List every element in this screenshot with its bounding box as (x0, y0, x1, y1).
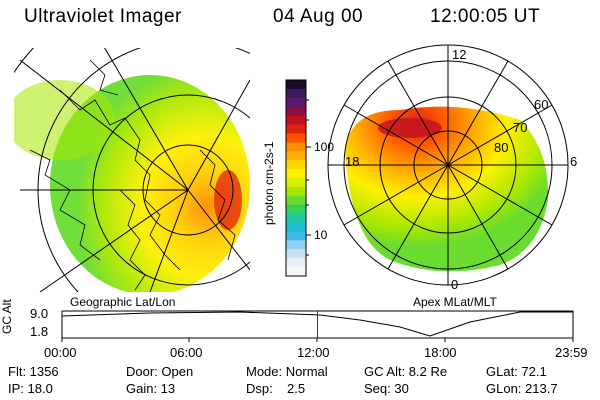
geo-latitude: GLat: 72.1 (486, 364, 547, 379)
mlt-label-0: 0 (451, 277, 459, 292)
altitude-ytick-high: 9.0 (30, 306, 49, 321)
colorbar-segment (286, 88, 306, 99)
colorbar-segment (286, 106, 306, 117)
colorbar-frame (285, 79, 307, 277)
colorbar-segment (286, 195, 306, 206)
colorbar-segment (286, 169, 306, 179)
x-tick-1200: 12:00 (297, 345, 330, 360)
altitude-ytick-low: 1.8 (30, 324, 49, 339)
right-map-caption: Apex MLat/MLT (413, 295, 497, 309)
colorbar-segment (286, 204, 306, 215)
geographic-map (14, 48, 250, 292)
coastline (29, 59, 236, 291)
colorbar-label-10: 10 (314, 228, 328, 242)
altitude-curve (61, 311, 573, 337)
x-axis-ticks (61, 338, 574, 342)
time-label: 12:00:05 UT (430, 6, 541, 27)
mlt-label-6: 6 (570, 154, 578, 169)
altitude-ylabel: GC Alt (0, 299, 14, 334)
app-title: Ultraviolet Imager (24, 6, 182, 27)
dsp-label: Dsp: (246, 381, 273, 396)
mlat-label-70: 70 (513, 120, 528, 135)
colorbar-segment (286, 240, 306, 250)
gc-altitude: GC Alt: 8.2 Re (364, 364, 448, 379)
door-status: Door: Open (126, 364, 194, 379)
x-tick-0000: 00:00 (44, 345, 77, 360)
geo-longitude: GLon: 213.7 (486, 381, 558, 396)
colorbar-segment (286, 133, 306, 143)
colorbar-segment (286, 97, 306, 108)
colorbar-segment (286, 267, 306, 277)
x-tick-0600: 06:00 (170, 345, 203, 360)
colorbar-segment (286, 124, 306, 134)
x-tick-1800: 18:00 (424, 345, 457, 360)
colorbar-segment (286, 178, 306, 188)
colorbar-title: photon cm-2s-1 (262, 141, 276, 225)
mode-value: Mode: Normal (246, 364, 328, 379)
svg-text:.: . (22, 287, 23, 289)
colorbar-segment (286, 186, 306, 197)
colorbar-segment (286, 80, 306, 90)
ip-value: IP: 18.0 (8, 381, 53, 396)
mlt-label-18: 18 (345, 154, 360, 169)
left-map-caption: Geographic Lat/Lon (70, 295, 176, 309)
colorbar-segment (286, 213, 306, 224)
mlat-label-80: 80 (494, 140, 509, 155)
polar-grid (327, 44, 569, 286)
colorbar-segment (286, 160, 306, 170)
colorbar-segment (286, 258, 306, 268)
flight-number: Flt: 1356 (8, 364, 59, 379)
mlt-label-12: 12 (452, 47, 467, 62)
mlat-label-60: 60 (534, 97, 549, 112)
gain-value: Gain: 13 (126, 381, 176, 396)
aurora-hotspot-left (214, 170, 242, 230)
colorbar-segment (286, 222, 306, 232)
colorbar (286, 80, 306, 277)
colorbar-segment (286, 249, 306, 259)
x-tick-2359: 23:59 (555, 345, 588, 360)
colorbar-segment (286, 115, 306, 126)
aurora-oval-right (345, 106, 549, 272)
colorbar-segment (286, 231, 306, 241)
colorbar-segment (286, 142, 306, 152)
date-label: 04 Aug 00 (273, 6, 364, 27)
lat-lon-grid (14, 48, 250, 292)
sequence-number: Seq: 30 (364, 381, 409, 396)
colorbar-segment (286, 151, 306, 161)
dsp-value: 2.5 (287, 381, 306, 396)
colorbar-label-100: 100 (314, 140, 335, 154)
